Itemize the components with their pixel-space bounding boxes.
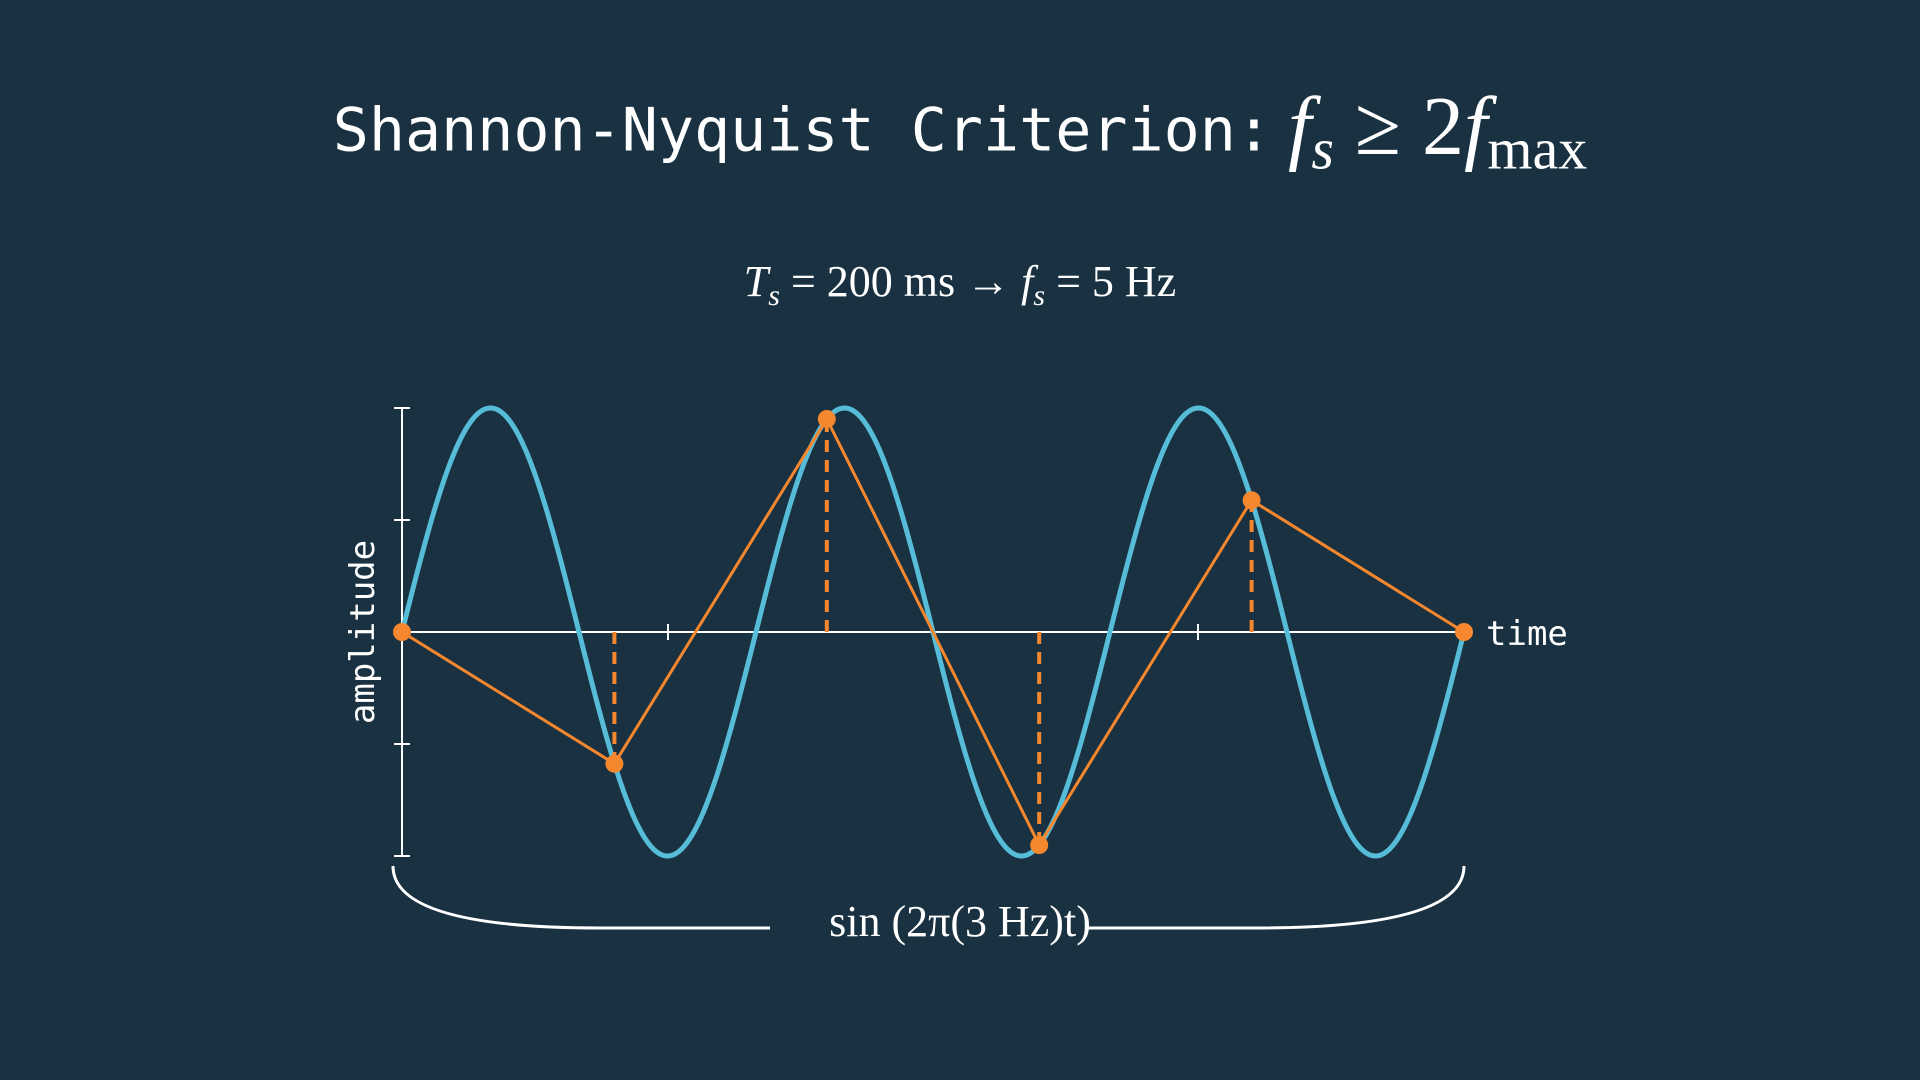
sampling-formula-s1: s <box>768 279 780 312</box>
sample-stems <box>612 418 1254 846</box>
title-formula-f: f <box>1287 80 1312 173</box>
title-formula: fs ≥ 2fmax <box>1287 80 1587 182</box>
sample-point-0 <box>393 623 411 641</box>
signal-formula-t: t <box>1063 897 1077 946</box>
signal-formula-close: ) <box>1076 897 1091 946</box>
page-title: Shannon-Nyquist Criterion: fs ≥ 2fmax <box>0 78 1920 183</box>
brace-right <box>1086 865 1466 930</box>
y-axis-label: amplitude <box>343 540 383 724</box>
signal-formula: sin (2π(3 Hz)t) <box>0 896 1920 947</box>
signal-formula-body: (2π(3 Hz) <box>880 897 1064 946</box>
sampling-formula-s2: s <box>1033 279 1046 312</box>
sampling-formula: Ts = 200 ms → fs = 5 Hz <box>0 256 1920 313</box>
sampling-formula-part1: = 200 ms → <box>779 257 1022 306</box>
title-formula-op: ≥ 2 <box>1354 80 1465 173</box>
sample-point-4 <box>1242 491 1261 510</box>
title-formula-s: s <box>1311 116 1334 182</box>
title-text: Shannon-Nyquist Criterion: <box>332 95 1272 166</box>
sample-points <box>393 409 1473 855</box>
title-formula-f2: f <box>1464 80 1488 173</box>
sampling-formula-f: f <box>1021 257 1034 306</box>
brace-left <box>391 865 770 930</box>
title-formula-max: max <box>1487 116 1588 182</box>
signal-formula-fn: sin <box>829 897 881 946</box>
x-axis-label: time <box>1486 614 1568 654</box>
reconstructed-line <box>401 415 1465 849</box>
sample-point-5 <box>1455 623 1473 641</box>
sampling-formula-part2: = 5 Hz <box>1045 257 1177 306</box>
sample-point-2 <box>817 409 836 428</box>
sample-point-1 <box>605 754 624 773</box>
sample-point-3 <box>1030 836 1049 855</box>
sampling-formula-T: T <box>743 257 769 306</box>
